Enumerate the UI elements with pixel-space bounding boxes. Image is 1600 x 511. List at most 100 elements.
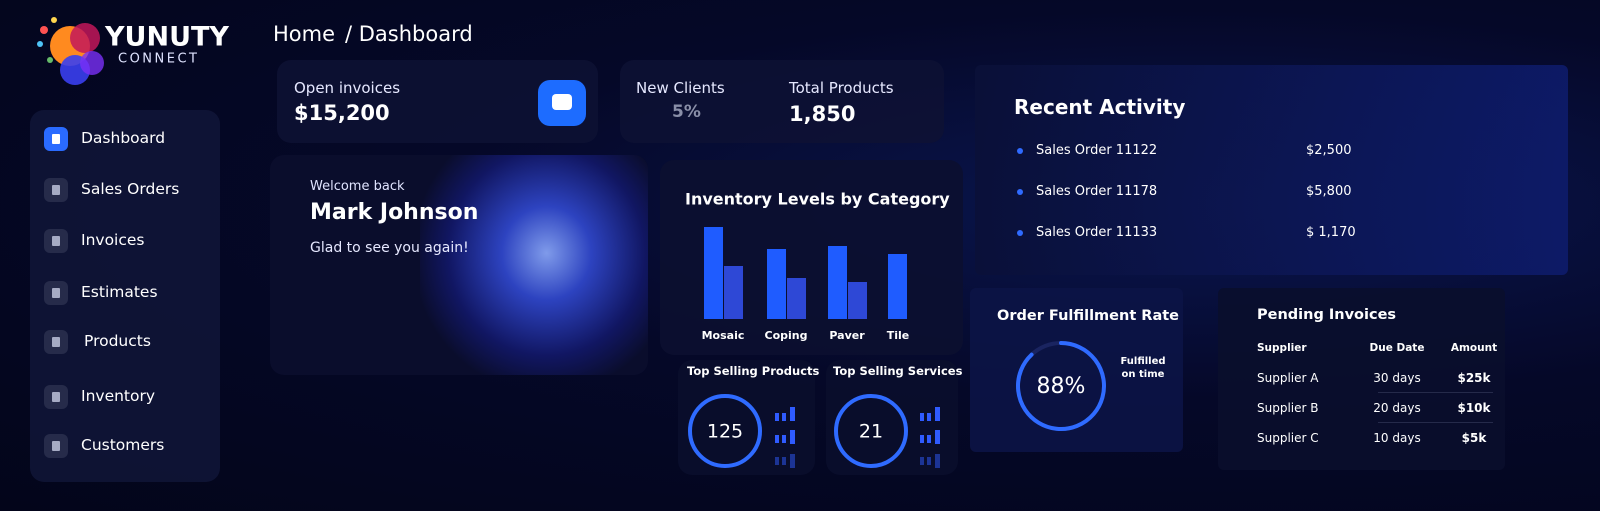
sidebar-icon — [44, 127, 68, 151]
ring — [834, 394, 908, 468]
breadcrumb-home[interactable]: Home — [273, 22, 336, 46]
bar — [828, 246, 847, 319]
sidebar-label: Estimates — [81, 283, 158, 301]
stat-label: Open invoices — [294, 79, 401, 97]
card-title: Top Selling Products — [687, 364, 820, 378]
brand-name: YUNUTY — [104, 22, 229, 53]
inventory-card: Inventory Levels by Category Mosaic Copin… — [660, 160, 963, 355]
sidebar-icon — [44, 178, 68, 202]
welcome-art — [420, 155, 648, 375]
stat-card: New Clients 5% Total Products 1,850 — [620, 60, 944, 143]
card-title: Pending Invoices — [1257, 307, 1397, 323]
table-cell: $5k — [1461, 431, 1487, 445]
fulfillment-legend: Fulfilled on time — [1120, 356, 1166, 380]
chart-title: Inventory Levels by Category — [685, 190, 950, 209]
sidebar-icon — [44, 434, 68, 458]
stat-value: 5% — [672, 102, 701, 122]
mini-bars — [775, 407, 795, 468]
sidebar-label: Dashboard — [81, 129, 166, 147]
table-cell: $25k — [1457, 371, 1491, 385]
sidebar-item[interactable]: Inventory — [42, 383, 212, 411]
pending-invoices-card: Pending Invoices Supplier Due Date Amount S… — [1218, 288, 1505, 470]
sidebar-label: Invoices — [81, 231, 145, 249]
invoice-button[interactable] — [538, 80, 586, 126]
recent-activity-card: Recent Activity Sales Order 11122 $2,500 S… — [975, 65, 1568, 275]
table-cell: Supplier C — [1257, 431, 1319, 445]
table-cell: Supplier B — [1257, 401, 1319, 415]
activity-label: Sales Order 11133 — [1036, 225, 1158, 240]
table-cell: $10k — [1457, 401, 1491, 415]
x-tick-label: Coping — [765, 329, 808, 342]
stat-value: 1,850 — [789, 102, 856, 126]
logo-dot — [37, 41, 43, 47]
activity-dot — [1017, 230, 1023, 236]
x-tick-label: Tile — [887, 329, 910, 342]
bar — [848, 282, 867, 319]
column-header: Amount — [1450, 342, 1498, 354]
bar — [724, 266, 743, 319]
bar — [767, 249, 786, 319]
sidebar-label: Customers — [81, 436, 165, 454]
table-cell: 30 days — [1373, 371, 1421, 385]
table-cell: 10 days — [1373, 431, 1421, 445]
invoice-icon — [552, 94, 572, 110]
stat-label: New Clients — [636, 79, 725, 97]
logo-dot — [47, 57, 53, 63]
welcome-card: Welcome back Mark Johnson Glad to see yo… — [270, 155, 648, 375]
sidebar-glyph — [52, 134, 60, 144]
ring — [688, 394, 762, 468]
sidebar-item[interactable]: Customers — [42, 432, 212, 460]
card-title: Recent Activity — [1014, 95, 1186, 119]
activity-amount: $2,500 — [1306, 143, 1352, 158]
x-tick-label: Mosaic — [702, 329, 745, 342]
sidebar-glyph — [52, 288, 60, 298]
sidebar-glyph — [52, 441, 60, 451]
welcome-name: Mark Johnson — [310, 200, 479, 225]
sidebar-label: Inventory — [81, 387, 156, 405]
stat-label: Total Products — [789, 79, 894, 97]
sidebar-icon — [44, 281, 68, 305]
sidebar-item[interactable]: Products — [42, 328, 212, 356]
row-divider — [1378, 392, 1493, 393]
card-title: Order Fulfillment Rate — [997, 308, 1180, 324]
mini-bars — [920, 407, 940, 468]
sidebar-item[interactable]: Dashboard — [42, 125, 212, 153]
row-divider — [1378, 422, 1493, 423]
sidebar-item[interactable]: Sales Orders — [42, 176, 212, 204]
logo-dot — [51, 17, 57, 23]
breadcrumb-current: / Dashboard — [345, 22, 473, 46]
sidebar-label: Products — [84, 332, 151, 350]
welcome-message: Glad to see you again! — [310, 240, 469, 256]
column-header: Due Date — [1369, 342, 1425, 354]
sidebar: Dashboard Sales Orders Invoices Estimates Pr… — [30, 110, 220, 482]
top-products-card: Top Selling Products 125 — [678, 360, 819, 475]
logo: YUNUTY CONNECT — [37, 17, 229, 85]
sidebar-item[interactable]: Invoices — [42, 227, 212, 255]
bar — [704, 227, 723, 319]
sidebar-icon — [44, 229, 68, 253]
sidebar-label: Sales Orders — [81, 180, 180, 198]
activity-label: Sales Order 11122 — [1036, 143, 1158, 158]
top-products-ring: 125 — [688, 394, 795, 468]
logo-dot — [40, 26, 48, 34]
bar — [888, 254, 907, 319]
inventory-chart: Inventory Levels by Category Mosaic Copin… — [685, 190, 950, 343]
logo-blob — [70, 23, 100, 53]
activity-amount: $ 1,170 — [1306, 225, 1356, 240]
sidebar-item[interactable]: Estimates — [42, 279, 212, 307]
logo-blob — [80, 51, 104, 75]
top-services-ring: 21 — [834, 394, 940, 468]
ring-value: 88% — [1037, 374, 1086, 399]
stat-card: Open invoices $15,200 — [277, 60, 598, 143]
ring-arc — [1016, 341, 1106, 431]
sidebar-glyph — [52, 392, 60, 402]
activity-dot — [1017, 189, 1023, 195]
x-tick-label: Paver — [829, 329, 865, 342]
sidebar-glyph — [52, 185, 60, 195]
sidebar-glyph — [52, 337, 60, 347]
ring-value: 21 — [859, 421, 883, 443]
fulfillment-card: Order Fulfillment Rate 88% Fulfilled on … — [970, 288, 1183, 452]
fulfillment-ring: 88% — [1016, 341, 1106, 431]
top-services-card: Top Selling Services 21 — [826, 360, 962, 475]
